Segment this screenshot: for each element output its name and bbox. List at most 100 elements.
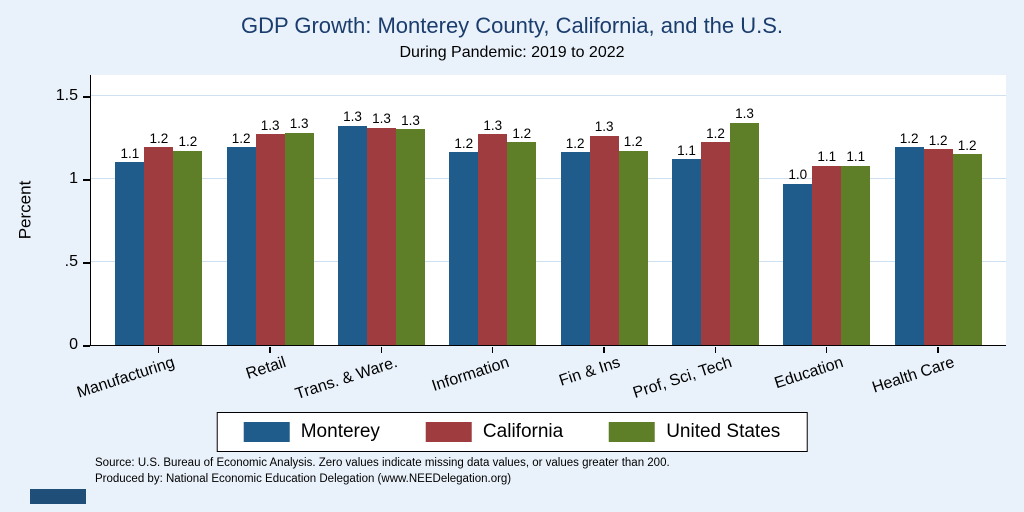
bar <box>366 127 396 345</box>
source-line: Source: U.S. Bureau of Economic Analysis… <box>95 457 670 469</box>
bar-group: 1.2 1.3 1.2 <box>449 75 537 345</box>
bar-wrap: 1.2 <box>618 75 648 345</box>
bar-wrap: 1.2 <box>144 75 174 345</box>
x-tick-mark <box>380 346 382 353</box>
legend-item-california: California <box>425 421 564 443</box>
bar-value-label: 1.1 <box>846 149 866 165</box>
legend-swatch <box>609 422 656 442</box>
gridline <box>91 178 1006 179</box>
bar-wrap: 1.3 <box>589 75 619 345</box>
bar-value-label: 1.3 <box>372 111 391 127</box>
bar-wrap: 1.3 <box>284 75 314 345</box>
bar-wrap: 1.3 <box>366 75 396 345</box>
bar-wrap: 1.2 <box>700 75 730 345</box>
bar-group: 1.2 1.3 1.2 <box>560 75 648 345</box>
bar <box>507 142 537 345</box>
source-notes: Source: U.S. Bureau of Economic Analysis… <box>95 456 670 487</box>
y-tick-label: 0 <box>69 336 78 353</box>
bar <box>952 154 982 345</box>
bar <box>226 147 256 345</box>
x-tick-mark <box>157 346 160 353</box>
y-axis-title-box: Percent <box>12 75 38 345</box>
bar <box>841 165 871 345</box>
bar-group: 1.2 1.3 1.3 <box>226 75 314 345</box>
bar <box>618 150 648 345</box>
produced-by-line: Produced by: National Economic Education… <box>95 472 512 485</box>
bar <box>449 152 479 345</box>
bar <box>700 142 730 345</box>
bar <box>395 129 425 345</box>
legend-swatch <box>243 422 290 442</box>
y-tick-mark <box>83 262 90 264</box>
bar-value-label: 1.3 <box>401 112 420 128</box>
bar <box>923 149 953 345</box>
bar-wrap: 1.2 <box>560 75 590 345</box>
bar-wrap: 1.2 <box>923 75 953 345</box>
legend-swatch <box>425 422 472 442</box>
bar-wrap: 1.2 <box>507 75 537 345</box>
bar <box>255 134 285 345</box>
bar-value-label: 1.2 <box>928 132 948 148</box>
bar-value-label: 1.2 <box>454 135 474 151</box>
bar-group: 1.1 1.2 1.3 <box>671 75 759 345</box>
legend-item-monterey: Monterey <box>243 421 380 443</box>
legend: Monterey California United States <box>216 412 808 452</box>
y-tick-mark <box>83 345 90 347</box>
bar-value-label: 1.2 <box>231 130 251 146</box>
bar <box>478 134 508 345</box>
bar <box>144 147 174 345</box>
bar-wrap: 1.3 <box>395 75 425 345</box>
bar-wrap: 1.1 <box>671 75 701 345</box>
bar-value-label: 1.3 <box>735 106 754 122</box>
y-tick-label: 1.5 <box>55 87 78 104</box>
plot-area: 1.1 1.2 1.2 1.2 1.3 1.3 1.3 1.3 1.3 1.2 1.3 1.2 1.2 1… <box>90 75 1006 346</box>
bar-value-label: 1.2 <box>899 130 919 146</box>
legend-label: California <box>482 421 564 442</box>
bar <box>115 162 145 345</box>
y-tick-mark <box>83 96 90 98</box>
x-axis-label: Health Care <box>869 354 957 397</box>
bar-value-label: 1.2 <box>149 130 169 146</box>
bar-wrap: 1.2 <box>173 75 203 345</box>
bar <box>173 150 203 345</box>
bar-value-label: 1.2 <box>178 134 198 150</box>
y-tick-label: .5 <box>64 253 78 270</box>
bar-wrap: 1.1 <box>841 75 871 345</box>
bar <box>671 159 701 345</box>
bar-group: 1.0 1.1 1.1 <box>783 75 871 345</box>
bar <box>783 183 813 345</box>
bar-wrap: 1.0 <box>783 75 813 345</box>
x-tick-mark <box>491 346 494 353</box>
bar-wrap: 1.1 <box>812 75 842 345</box>
bar-group: 1.3 1.3 1.3 <box>337 75 425 345</box>
bar-value-label: 1.2 <box>706 125 725 141</box>
x-axis-label: Retail <box>244 354 289 383</box>
x-axis-label: Prof, Sci, Tech <box>630 354 734 402</box>
bar-value-label: 1.2 <box>565 135 585 151</box>
x-axis-label: Manufacturing <box>75 354 178 402</box>
bar <box>729 122 759 345</box>
bar <box>560 152 590 345</box>
y-tick-mark <box>83 179 90 181</box>
bars-layer: 1.1 1.2 1.2 1.2 1.3 1.3 1.3 1.3 1.3 1.2 1.3 1.2 1.2 1… <box>91 75 1006 345</box>
gridline <box>91 261 1006 262</box>
bar-value-label: 1.1 <box>817 149 837 165</box>
x-tick-mark <box>825 346 828 353</box>
bar-value-label: 1.3 <box>260 117 280 133</box>
legend-item-united-states: United States <box>609 421 780 443</box>
bar-wrap: 1.2 <box>894 75 924 345</box>
legend-label: United States <box>666 421 781 442</box>
x-tick-mark <box>603 346 605 353</box>
bar-value-label: 1.3 <box>594 119 614 135</box>
bar-wrap: 1.2 <box>449 75 479 345</box>
chart-title: GDP Growth: Monterey County, California,… <box>240 13 784 38</box>
chart-subtitle: During Pandemic: 2019 to 2022 <box>399 44 625 61</box>
y-axis-title: Percent <box>15 180 34 240</box>
bar <box>812 165 842 345</box>
bar-wrap: 1.3 <box>478 75 508 345</box>
x-axis-label: Information <box>429 354 512 395</box>
bar-value-label: 1.2 <box>512 125 532 141</box>
bar-value-label: 1.3 <box>483 117 503 133</box>
bar-wrap: 1.3 <box>729 75 759 345</box>
bar <box>589 135 619 345</box>
